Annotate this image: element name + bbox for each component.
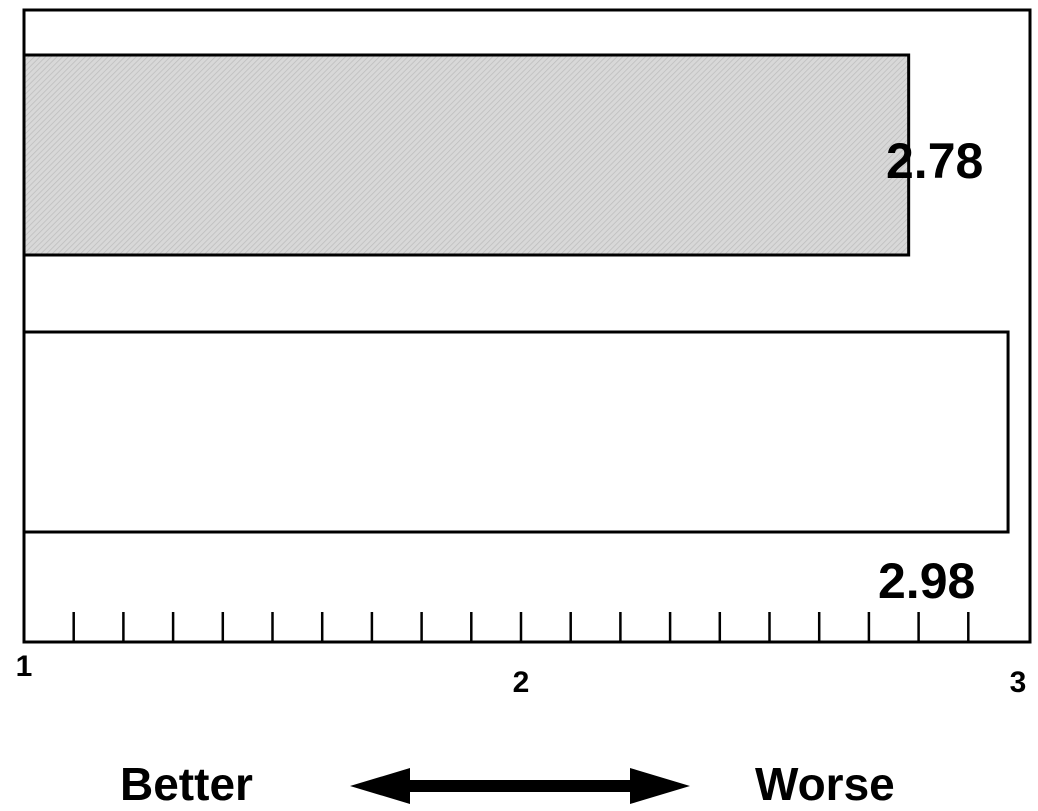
x-tick-label: 3 xyxy=(1010,666,1027,699)
x-tick-label: 1 xyxy=(16,650,33,683)
bar-1 xyxy=(22,53,911,257)
value-label-2: 2.98 xyxy=(878,553,975,609)
better-label: Better xyxy=(120,758,253,810)
worse-label: Worse xyxy=(755,758,895,810)
plot-frame xyxy=(22,8,1032,644)
x-tick-label: 2 xyxy=(513,666,530,699)
double-arrow-icon xyxy=(350,768,690,804)
bar-2 xyxy=(22,330,1010,534)
value-label-1: 2.78 xyxy=(886,133,983,189)
direction-indicator: Better Worse xyxy=(120,758,895,810)
